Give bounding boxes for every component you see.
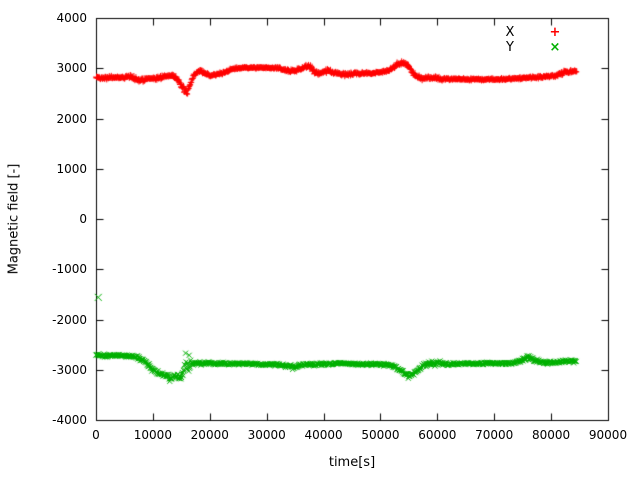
legend-label-y: Y (506, 40, 514, 55)
y-tick-label: -3000 (52, 362, 87, 377)
legend-label-x: X (505, 25, 515, 40)
x-tick-label: 50000 (361, 428, 400, 442)
y-tick-label: -1000 (52, 262, 87, 277)
x-tick-label: 30000 (247, 428, 286, 442)
y-tick-label: 0 (79, 212, 87, 226)
x-tick-label: 0 (92, 428, 100, 442)
x-tick-label: 90000 (588, 428, 628, 442)
y-tick-label: 1000 (56, 161, 87, 176)
legend-entry-x: X + (498, 25, 588, 40)
legend-marker-y-cross-icon: × (549, 40, 561, 55)
legend-marker-x-plus-icon: + (549, 25, 561, 40)
x-tick-label: 10000 (133, 428, 172, 442)
legend-entry-y: Y × (498, 40, 588, 55)
x-axis-title: time[s] (328, 455, 376, 470)
y-tick-label: -2000 (52, 312, 87, 327)
x-tick-label: 40000 (304, 428, 343, 442)
x-tick-label: 80000 (532, 428, 571, 442)
y-axis-title: Magnetic field [-] (6, 163, 22, 275)
x-tick-label: 70000 (475, 428, 514, 442)
x-tick-label: 60000 (418, 428, 457, 442)
legend: X + Y × (498, 25, 588, 55)
y-tick-label: 4000 (56, 11, 87, 25)
y-tick-label: 2000 (56, 111, 87, 126)
x-tick-label: 20000 (190, 428, 229, 442)
y-tick-label: 3000 (56, 61, 87, 76)
y-tick-label: -4000 (52, 413, 87, 427)
